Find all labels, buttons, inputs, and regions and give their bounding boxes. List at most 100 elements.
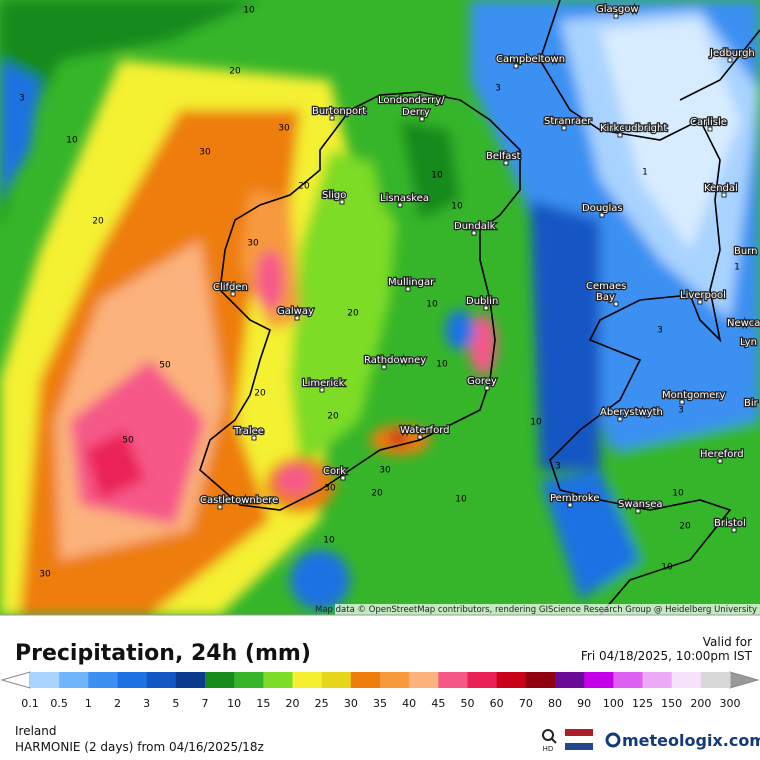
- city-label: Montgomery: [662, 390, 725, 401]
- city-dot: [617, 416, 623, 422]
- colorbar-label: 125: [632, 697, 653, 710]
- city-dot: [471, 230, 477, 236]
- contour-label: 30: [247, 239, 259, 249]
- city-dot: [251, 435, 257, 441]
- city-dot: [319, 387, 325, 393]
- city-label: Sligo: [322, 190, 346, 201]
- contour-label: 20: [92, 217, 104, 227]
- hd-label[interactable]: HD: [543, 745, 554, 753]
- contour-label: 20: [347, 309, 359, 319]
- colorbar-label: 30: [344, 697, 358, 710]
- colorbar-cell: [642, 672, 673, 688]
- city-label: Aberystwyth: [600, 407, 663, 418]
- city-dot: [561, 125, 567, 131]
- colorbar-cell: [525, 672, 556, 688]
- colorbar-label: 40: [402, 697, 416, 710]
- city-label: Campbeltown: [496, 54, 565, 65]
- colorbar-cell: [496, 672, 527, 688]
- colorbar-label: 70: [519, 697, 533, 710]
- colorbar-label: 0.1: [21, 697, 39, 710]
- city-label: Stranraer: [544, 116, 592, 127]
- city-dot: [339, 199, 345, 205]
- city-label: Rathdowney: [364, 355, 426, 366]
- colorbar-cell: [263, 672, 293, 688]
- brand[interactable]: meteologix.com: [622, 731, 760, 750]
- colorbar-label: 15: [256, 697, 270, 710]
- city-label: Londonderry/: [378, 95, 445, 106]
- colorbar-label: 35: [373, 697, 387, 710]
- city-label: Dublin: [466, 296, 498, 307]
- city-label: Cork: [323, 466, 346, 477]
- colorbar-label: 200: [690, 697, 711, 710]
- valid-label: Valid for: [703, 635, 752, 649]
- colorbar-label: 80: [548, 697, 562, 710]
- contour-label: 1: [734, 263, 740, 273]
- city-label: Swansea: [618, 499, 662, 510]
- colorbar-cell: [59, 672, 89, 688]
- city-label: Belfast: [486, 151, 521, 162]
- contour-label: 10: [431, 171, 443, 181]
- contour-label: 10: [426, 300, 438, 310]
- contour-label: 20: [327, 412, 339, 422]
- colorbar-cell: [555, 672, 585, 688]
- city-label: Derry: [402, 107, 430, 118]
- city-label: Bristol: [714, 518, 746, 529]
- title: Precipitation, 24h (mm): [15, 641, 311, 666]
- colorbar-cell: [467, 672, 498, 688]
- contour-label: 10: [455, 495, 467, 505]
- contour-label: 10: [661, 563, 673, 573]
- colorbar-label: 300: [720, 697, 741, 710]
- city-dot: [417, 434, 423, 440]
- city-dot: [484, 385, 490, 391]
- city-dot: [635, 508, 641, 514]
- city-label: Burtonport: [312, 106, 366, 117]
- colorbar-cell: [700, 672, 731, 688]
- city-label: Tralee: [233, 426, 264, 437]
- colorbar-label: 20: [286, 697, 300, 710]
- contour-label: 20: [229, 67, 241, 77]
- contour-label: 3: [555, 462, 561, 472]
- map: Glasgow Jedburgh Campbeltown Burtonport Lond…: [0, 0, 760, 615]
- colorbar-label: 3: [143, 697, 150, 710]
- colorbar-cell: [671, 672, 702, 688]
- colorbar-label: 45: [431, 697, 445, 710]
- contour-label: 30: [278, 124, 290, 134]
- contour-label: 30: [39, 570, 51, 580]
- city-label: Waterford: [400, 425, 449, 436]
- city-dot: [717, 458, 723, 464]
- contour-label: 10: [243, 6, 255, 16]
- city-label: Kirkcudbright: [600, 123, 667, 134]
- model-run: HARMONIE (2 days) from 04/16/2025/18z: [15, 740, 264, 754]
- colorbar-cell: [117, 672, 148, 688]
- city-dot: [381, 364, 387, 370]
- city-label: Glasgow: [596, 4, 639, 15]
- city-dot: [731, 527, 737, 533]
- colorbar: 0.1 0.5 1 2 3 5 7 10 15 20 25 30 35 40 45 50 60 70 80 90 100…: [0, 671, 760, 710]
- city-label: Burn: [734, 246, 757, 257]
- city-label: Jedburgh: [709, 48, 755, 59]
- contour-label: 50: [122, 436, 134, 446]
- colorbar-cell: [409, 672, 439, 688]
- contour-label: 20: [371, 489, 383, 499]
- colorbar-label: 100: [603, 697, 624, 710]
- colorbar-label: 90: [577, 697, 591, 710]
- valid-time: Fri 04/18/2025, 10:00pm IST: [581, 649, 753, 663]
- city-label: Mullingar: [388, 277, 435, 288]
- coastline: [199, 0, 760, 615]
- region: Ireland: [15, 724, 57, 738]
- colorbar-cell: [205, 672, 235, 688]
- contour-label: 10: [323, 536, 335, 546]
- city-label: Gorey: [467, 376, 497, 387]
- contour-label: 3: [678, 406, 684, 416]
- colorbar-label: 0.5: [50, 697, 68, 710]
- colorbar-cell: [350, 672, 381, 688]
- zoom-icon[interactable]: [542, 729, 554, 741]
- city-dot: [599, 212, 605, 218]
- city-dot: [707, 126, 713, 132]
- colorbar-cell: [146, 672, 177, 688]
- colorbar-label: 1: [85, 697, 92, 710]
- city-label: Galway: [277, 306, 314, 317]
- city-dot: [727, 57, 733, 63]
- city-label: Limerick: [302, 378, 345, 389]
